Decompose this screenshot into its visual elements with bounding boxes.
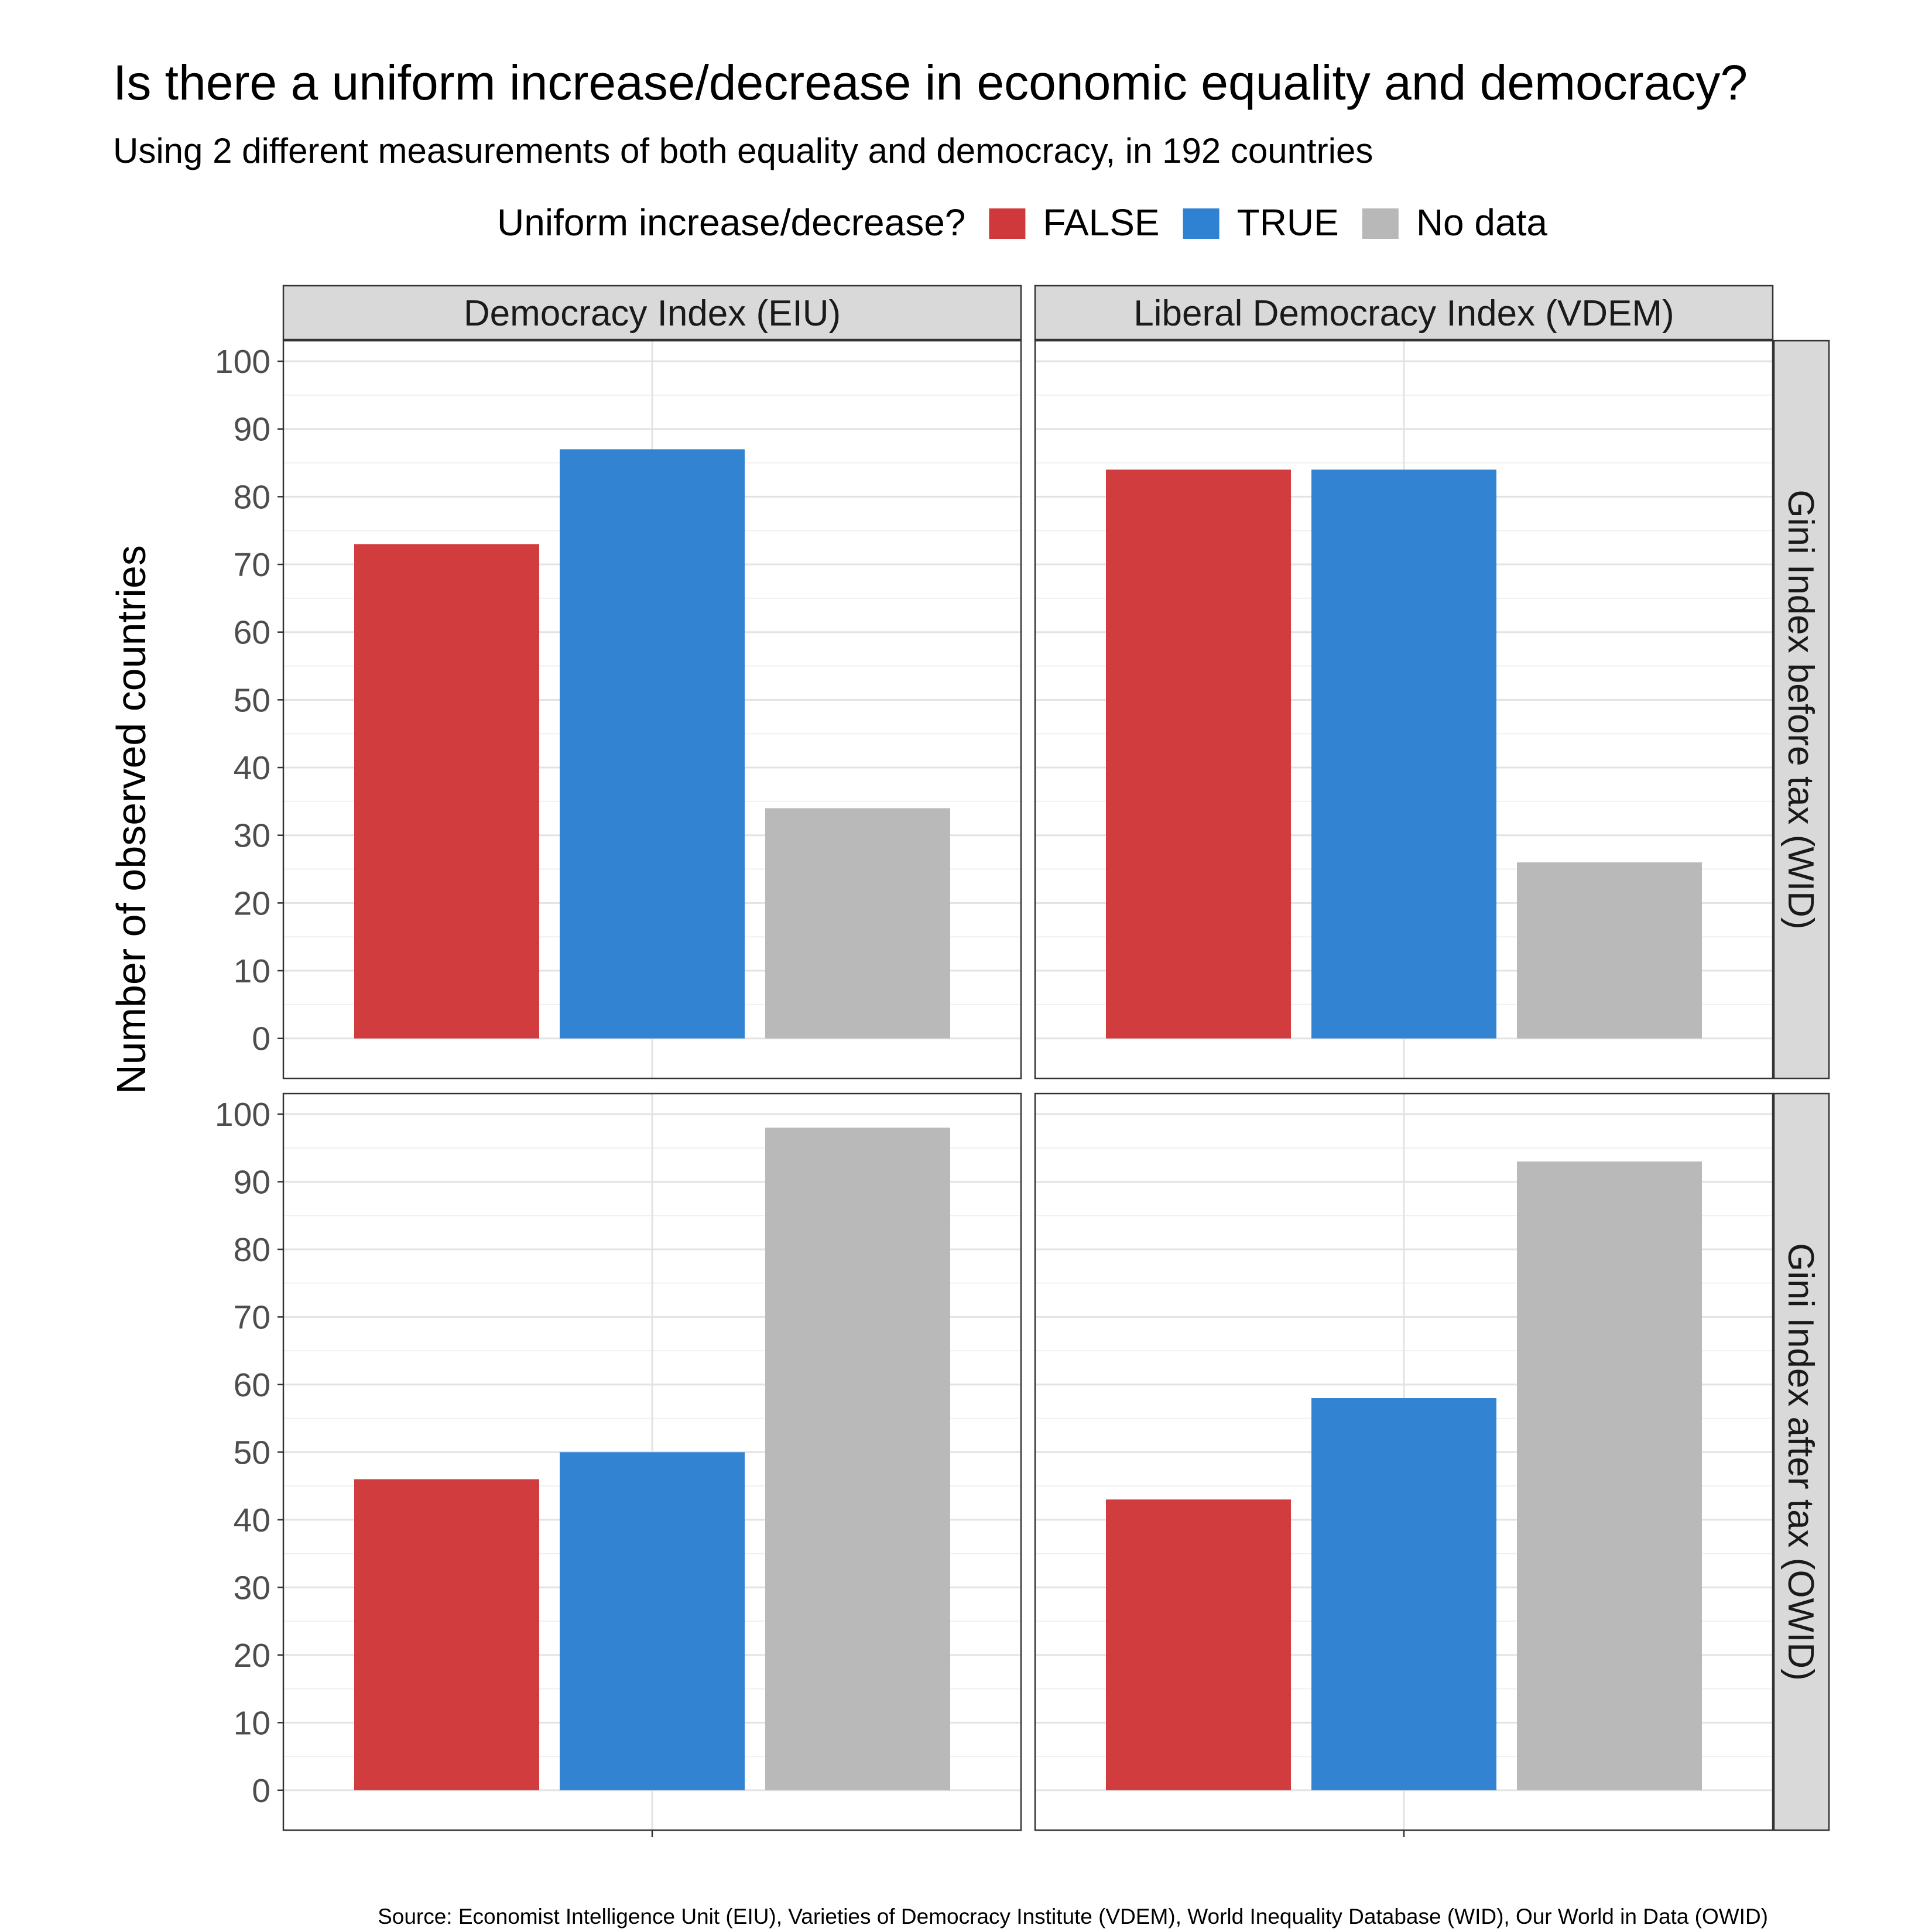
bar-true: [560, 1452, 745, 1790]
bar-no-data: [1517, 862, 1702, 1039]
legend-swatch-0: [989, 208, 1026, 239]
facet-panels: Democracy Index (EIU) Liberal Democracy I…: [215, 285, 1830, 1837]
legend-title: Uniform increase/decrease?: [497, 201, 965, 244]
bar-true: [1311, 470, 1496, 1039]
y-tick-label: 10: [234, 953, 270, 990]
y-tick-label: 0: [252, 1772, 270, 1810]
facet-strip-row-0: [1773, 340, 1830, 1080]
y-axis-label: Number of observed countries: [108, 545, 154, 1094]
legend: Uniform increase/decrease? FALSE TRUE No d…: [497, 201, 1547, 244]
y-tick-label: 70: [234, 546, 270, 584]
legend-swatch-2: [1362, 208, 1399, 239]
bar-true: [560, 449, 745, 1039]
y-tick-label: 40: [234, 749, 270, 787]
bar-false: [1106, 470, 1291, 1039]
y-tick-label: 50: [234, 681, 270, 719]
bar-false: [354, 1479, 539, 1790]
bar-true: [1311, 1398, 1496, 1790]
bar-no-data: [765, 808, 950, 1039]
chart-title: Is there a uniform increase/decrease in …: [113, 55, 1748, 110]
y-tick-label: 80: [234, 1231, 270, 1269]
bar-no-data: [765, 1128, 950, 1790]
y-tick-label: 60: [234, 1366, 270, 1404]
bar-false: [1106, 1499, 1291, 1790]
facet-strip-row-label-0: Gini Index before tax (WID): [1780, 489, 1821, 929]
y-tick-label: 100: [215, 343, 270, 381]
legend-label-0: FALSE: [1043, 201, 1159, 244]
facet-strip-column-label-0: Democracy Index (EIU): [464, 293, 841, 334]
y-tick-label: 90: [234, 411, 270, 448]
chart-subtitle: Using 2 different measurements of both e…: [113, 131, 1373, 170]
y-tick-label: 0: [252, 1020, 270, 1058]
y-tick-label: 100: [215, 1096, 270, 1133]
facet-strip-row-1: [1773, 1092, 1830, 1831]
y-tick-label: 10: [234, 1704, 270, 1742]
y-tick-label: 20: [234, 1637, 270, 1674]
legend-label-1: TRUE: [1237, 201, 1339, 244]
facet-strip-column-0: [282, 285, 1022, 341]
y-tick-label: 50: [234, 1434, 270, 1471]
panel-1: [1034, 340, 1774, 1080]
facet-strip-column-1: [1034, 285, 1774, 341]
y-tick-label: 70: [234, 1299, 270, 1336]
panel-0: 0 10 20 30 40 50 60 70 80 90 100: [215, 340, 1022, 1080]
bar-no-data: [1517, 1161, 1702, 1790]
legend-label-2: No data: [1416, 201, 1548, 244]
y-tick-label: 40: [234, 1502, 270, 1539]
y-tick-label: 80: [234, 478, 270, 516]
y-tick-label: 20: [234, 885, 270, 922]
panel-border: [1034, 340, 1774, 1080]
source-caption: Source: Economist Intelligence Unit (EIU…: [378, 1904, 1768, 1928]
panel-3: [1034, 1092, 1774, 1837]
y-tick-label: 30: [234, 817, 270, 855]
y-tick-label: 60: [234, 614, 270, 652]
panel-border: [282, 340, 1022, 1080]
facet-strip-row-label-1: Gini Index after tax (OWID): [1780, 1243, 1821, 1681]
y-tick-label: 90: [234, 1163, 270, 1201]
facet-strip-column-label-1: Liberal Democracy Index (VDEM): [1133, 293, 1674, 334]
panel-2: 0 10 20 30 40 50 60 70 80 90 100: [215, 1092, 1022, 1837]
legend-swatch-1: [1183, 208, 1220, 239]
y-tick-label: 30: [234, 1569, 270, 1606]
bar-false: [354, 544, 539, 1039]
